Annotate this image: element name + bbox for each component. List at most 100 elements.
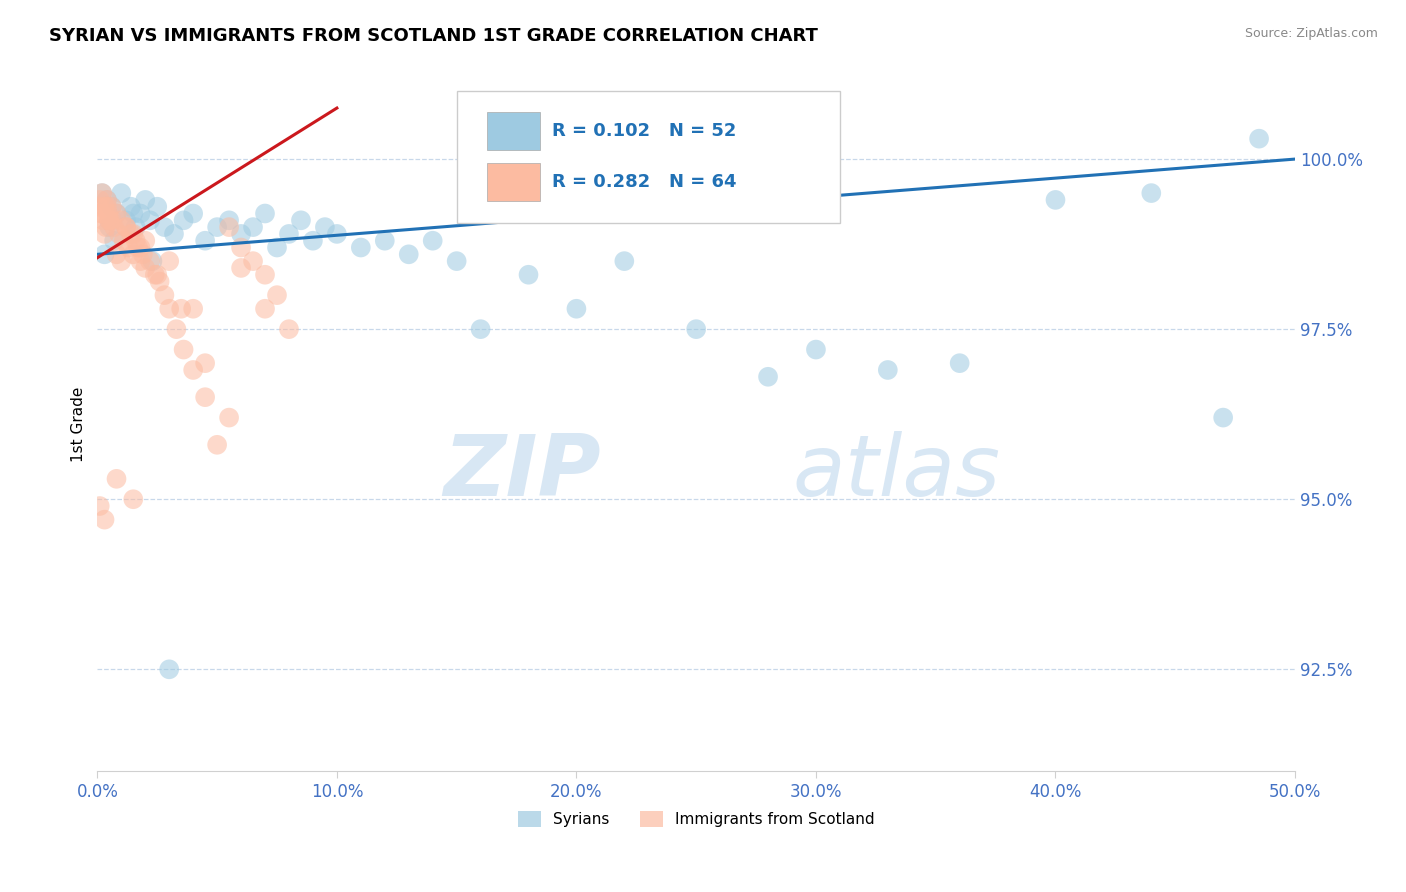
Point — [194, 356, 217, 370]
Point — [93, 200, 115, 214]
Point — [91, 213, 114, 227]
Point — [91, 186, 114, 200]
Point — [89, 193, 111, 207]
Point — [141, 254, 163, 268]
Point — [124, 220, 146, 235]
Point — [1140, 186, 1163, 200]
Point — [93, 513, 115, 527]
Point — [165, 322, 187, 336]
Point — [173, 213, 195, 227]
Point — [129, 206, 152, 220]
Point — [446, 254, 468, 268]
Point — [122, 492, 145, 507]
Point — [302, 234, 325, 248]
Point — [127, 240, 149, 254]
Point — [139, 213, 162, 227]
Point — [124, 234, 146, 248]
Point — [242, 220, 264, 235]
Point — [157, 301, 180, 316]
Point — [115, 220, 138, 235]
Point — [153, 220, 176, 235]
Point — [115, 220, 138, 235]
Point — [194, 390, 217, 404]
Text: Source: ZipAtlas.com: Source: ZipAtlas.com — [1244, 27, 1378, 40]
Point — [181, 301, 204, 316]
Point — [613, 254, 636, 268]
Point — [756, 369, 779, 384]
Point — [103, 234, 125, 248]
Point — [1045, 193, 1067, 207]
Point — [90, 206, 112, 220]
Point — [422, 234, 444, 248]
Point — [139, 254, 162, 268]
Point — [218, 213, 240, 227]
Point — [326, 227, 349, 241]
Point — [134, 193, 156, 207]
Point — [134, 234, 156, 248]
Point — [117, 240, 139, 254]
Point — [93, 227, 115, 241]
Point — [170, 301, 193, 316]
Legend: Syrians, Immigrants from Scotland: Syrians, Immigrants from Scotland — [512, 805, 880, 833]
Point — [122, 247, 145, 261]
Point — [181, 363, 204, 377]
Point — [253, 268, 276, 282]
Point — [132, 247, 155, 261]
Point — [218, 410, 240, 425]
Point — [143, 268, 166, 282]
Point — [146, 268, 169, 282]
Point — [89, 499, 111, 513]
Point — [91, 186, 114, 200]
Point — [105, 472, 128, 486]
Point — [278, 322, 301, 336]
Point — [157, 662, 180, 676]
Point — [876, 363, 898, 377]
Point — [218, 220, 240, 235]
Point — [105, 206, 128, 220]
Point — [110, 186, 132, 200]
Point — [253, 301, 276, 316]
Point — [398, 247, 420, 261]
Point — [149, 275, 172, 289]
Point — [105, 247, 128, 261]
Point — [112, 234, 135, 248]
Point — [266, 240, 288, 254]
Point — [96, 200, 118, 214]
Point — [350, 240, 373, 254]
Point — [374, 234, 396, 248]
Point — [146, 200, 169, 214]
Point — [253, 206, 276, 220]
Point — [110, 254, 132, 268]
Point — [115, 213, 138, 227]
Point — [1212, 410, 1234, 425]
Point — [205, 438, 228, 452]
Point — [98, 213, 121, 227]
Point — [565, 301, 588, 316]
Point — [949, 356, 972, 370]
Point — [108, 227, 131, 241]
Point — [96, 193, 118, 207]
Point — [100, 213, 122, 227]
Point — [134, 260, 156, 275]
Point — [122, 206, 145, 220]
Point — [96, 193, 118, 207]
Text: atlas: atlas — [792, 432, 1000, 515]
Point — [94, 220, 117, 235]
FancyBboxPatch shape — [486, 112, 540, 150]
Point — [122, 227, 145, 241]
Point — [517, 268, 540, 282]
Point — [314, 220, 336, 235]
Point — [103, 220, 125, 235]
Point — [229, 240, 252, 254]
Point — [129, 240, 152, 254]
Point — [181, 206, 204, 220]
Y-axis label: 1st Grade: 1st Grade — [72, 387, 86, 462]
Point — [129, 254, 152, 268]
Point — [173, 343, 195, 357]
Point — [470, 322, 492, 336]
Point — [229, 260, 252, 275]
Point — [100, 200, 122, 214]
Point — [98, 213, 121, 227]
FancyBboxPatch shape — [457, 91, 839, 223]
Point — [205, 220, 228, 235]
